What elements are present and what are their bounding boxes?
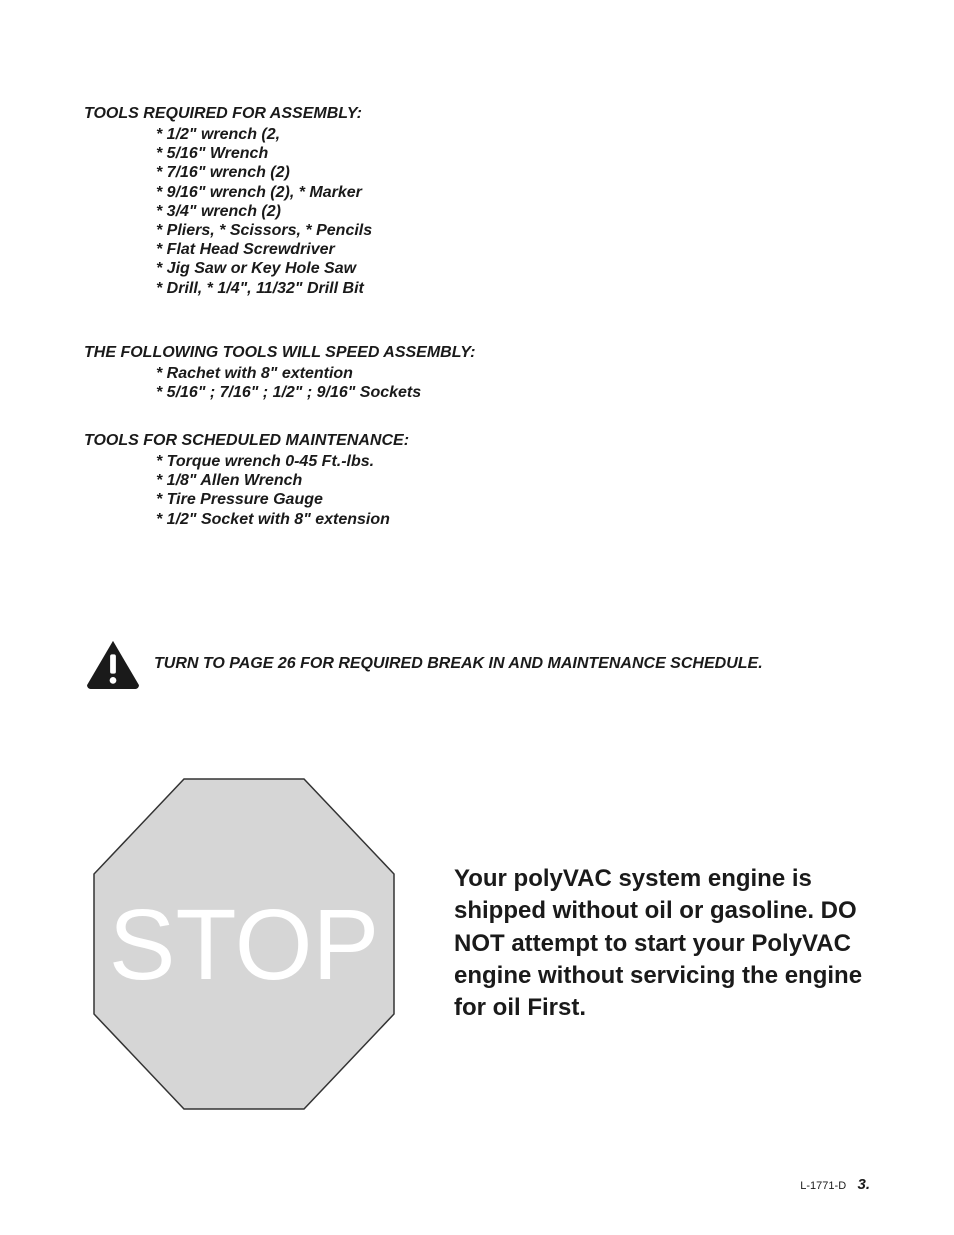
tools-speed-list: * Rachet with 8" extention * 5/16" ; 7/1… — [156, 364, 870, 402]
stop-callout: STOP Your polyVAC system engine is shipp… — [84, 769, 870, 1119]
list-item: * Tire Pressure Gauge — [156, 490, 870, 509]
page-content: TOOLS REQUIRED FOR ASSEMBLY: * 1/2" wren… — [0, 0, 954, 1119]
page-footer: L-1771-D 3. — [800, 1176, 870, 1193]
list-item: * Pliers, * Scissors, * Pencils — [156, 221, 870, 240]
tools-speed-heading: THE FOLLOWING TOOLS WILL SPEED ASSEMBLY: — [84, 344, 870, 362]
list-item: * 5/16" ; 7/16" ; 1/2" ; 9/16" Sockets — [156, 383, 870, 402]
stop-sign-icon: STOP — [84, 769, 404, 1119]
warning-text: TURN TO PAGE 26 FOR REQUIRED BREAK IN AN… — [154, 655, 763, 673]
warning-callout: TURN TO PAGE 26 FOR REQUIRED BREAK IN AN… — [84, 639, 870, 689]
tools-required-heading: TOOLS REQUIRED FOR ASSEMBLY: — [84, 105, 870, 123]
list-item: * Flat Head Screwdriver — [156, 240, 870, 259]
list-item: * 1/2" wrench (2, — [156, 125, 870, 144]
warning-triangle-icon — [84, 639, 142, 689]
list-item: * 5/16" Wrench — [156, 144, 870, 163]
tools-maintenance-section: TOOLS FOR SCHEDULED MAINTENANCE: * Torqu… — [84, 432, 870, 529]
list-item: * 1/2" Socket with 8" extension — [156, 510, 870, 529]
tools-required-section: TOOLS REQUIRED FOR ASSEMBLY: * 1/2" wren… — [84, 105, 870, 298]
list-item: * Torque wrench 0-45 Ft.-lbs. — [156, 452, 870, 471]
list-item: * 7/16" wrench (2) — [156, 163, 870, 182]
tools-maintenance-list: * Torque wrench 0-45 Ft.-lbs. * 1/8" All… — [156, 452, 870, 529]
list-item: * 1/8" Allen Wrench — [156, 471, 870, 490]
tools-speed-section: THE FOLLOWING TOOLS WILL SPEED ASSEMBLY:… — [84, 344, 870, 402]
list-item: * Drill, * 1/4", 11/32" Drill Bit — [156, 279, 870, 298]
tools-maintenance-heading: TOOLS FOR SCHEDULED MAINTENANCE: — [84, 432, 870, 450]
list-item: * Jig Saw or Key Hole Saw — [156, 259, 870, 278]
stop-message: Your polyVAC system engine is shipped wi… — [454, 863, 870, 1025]
list-item: * 9/16" wrench (2), * Marker — [156, 183, 870, 202]
document-number: L-1771-D — [800, 1180, 846, 1192]
list-item: * Rachet with 8" extention — [156, 364, 870, 383]
tools-required-list: * 1/2" wrench (2, * 5/16" Wrench * 7/16"… — [156, 125, 870, 298]
stop-sign-label: STOP — [109, 889, 379, 1001]
page-number: 3. — [857, 1176, 870, 1193]
list-item: * 3/4" wrench (2) — [156, 202, 870, 221]
